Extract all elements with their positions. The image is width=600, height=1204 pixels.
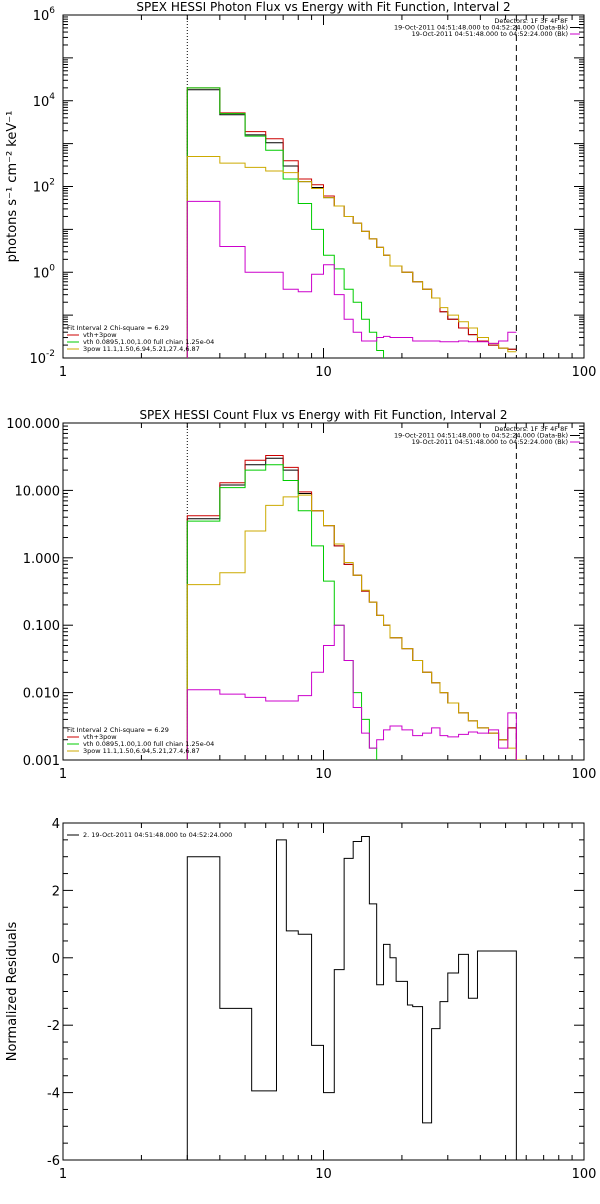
series-2-histogram <box>186 87 517 358</box>
x-tick-label: 10 <box>315 365 332 380</box>
legend-entry-4: 3pow 11.1,1.50,6.94,5.21,27.4,6.87 <box>83 345 200 353</box>
x-tick-label: 10 <box>315 767 332 782</box>
y-tick-label: 10-2 <box>29 349 55 367</box>
chart-title: SPEX HESSI Count Flux vs Energy with Fit… <box>139 408 507 422</box>
chart-1: SPEX HESSI Photon Flux vs Energy with Fi… <box>5 0 597 380</box>
series-4-histogram <box>186 494 527 760</box>
legend-entry-3: vth 0.0895,1.00,1.00 full chian 1.25e-04 <box>83 338 214 346</box>
plot-frame <box>62 822 585 1161</box>
y-tick-label: 4 <box>52 817 60 832</box>
series-3-histogram <box>186 464 378 760</box>
header-text-3: 19-Oct-2011 04:51:48.000 to 04:52:24.000… <box>412 438 568 446</box>
header-text-2: 19-Oct-2011 04:51:48.000 to 04:52:24.000… <box>394 24 568 32</box>
y-tick-label: 100 <box>33 263 56 281</box>
y-tick-label: -6 <box>47 1154 60 1169</box>
header-text-1: Detectors: 1F 3F 4F 8F <box>494 425 568 433</box>
x-tick-label: 100 <box>572 767 597 782</box>
series-5-histogram <box>186 200 517 358</box>
x-tick-label: 1 <box>59 767 67 782</box>
x-tick-label: 100 <box>572 1167 597 1182</box>
y-axis-label: Normalized Residuals <box>5 922 20 1062</box>
header-text-2: 19-Oct-2011 04:51:48.000 to 04:52:24.000… <box>394 432 568 440</box>
legend-entry-2: vth+3pow <box>83 331 117 339</box>
y-tick-label: 104 <box>33 92 56 110</box>
x-tick-label: 1 <box>59 1167 67 1182</box>
plot-frame <box>62 422 585 761</box>
series-5-histogram <box>186 624 517 760</box>
series-2-histogram <box>186 454 527 760</box>
header-text-1: Detectors: 1F 3F 4F 8F <box>494 17 568 25</box>
series-4-histogram <box>186 156 517 358</box>
legend-entry-3: vth 0.0895,1.00,1.00 full chian 1.25e-04 <box>83 740 214 748</box>
series-1-histogram <box>186 835 517 1160</box>
y-tick-label: -4 <box>47 1087 60 1102</box>
y-tick-label: 2 <box>52 884 60 899</box>
chart-title: SPEX HESSI Photon Flux vs Energy with Fi… <box>136 0 510 14</box>
y-tick-label: 106 <box>33 6 56 24</box>
y-tick-label: 0.100 <box>23 619 60 634</box>
header-text-3: 19-Oct-2011 04:51:48.000 to 04:52:24.000… <box>412 30 568 38</box>
y-tick-label: 10.000 <box>15 484 61 499</box>
y-tick-label: 0.001 <box>23 754 60 769</box>
y-tick-label: 102 <box>33 178 55 196</box>
y-tick-label: 0 <box>52 952 60 967</box>
x-tick-label: 1 <box>59 365 67 380</box>
series-3-histogram <box>186 87 385 358</box>
y-tick-label: -2 <box>47 1019 60 1034</box>
legend-entry-1: 2. 19-Oct-2011 04:51:48.000 to 04:52:24.… <box>83 831 232 839</box>
x-tick-label: 100 <box>572 365 597 380</box>
legend-entry-1: Fit Interval 2 Chi-square = 6.29 <box>67 726 169 734</box>
series-1-histogram <box>186 89 517 358</box>
legend-entry-1: Fit Interval 2 Chi-square = 6.29 <box>67 324 169 332</box>
y-tick-label: 0.010 <box>23 687 60 702</box>
x-tick-label: 10 <box>315 1167 332 1182</box>
y-tick-label: 1.000 <box>23 552 60 567</box>
chart-3: Normalized Residuals 1 10 100 -6 -4 -2 0 2 4 2. 19… <box>5 817 596 1182</box>
y-axis-label: photons s⁻¹ cm⁻² keV⁻¹ <box>5 111 20 263</box>
legend-entry-4: 3pow 11.1,1.50,6.94,5.21,27.4,6.87 <box>83 747 200 755</box>
y-tick-label: 100.000 <box>6 417 60 432</box>
legend-entry-2: vth+3pow <box>83 733 117 741</box>
chart-2: SPEX HESSI Count Flux vs Energy with Fit… <box>6 408 597 782</box>
